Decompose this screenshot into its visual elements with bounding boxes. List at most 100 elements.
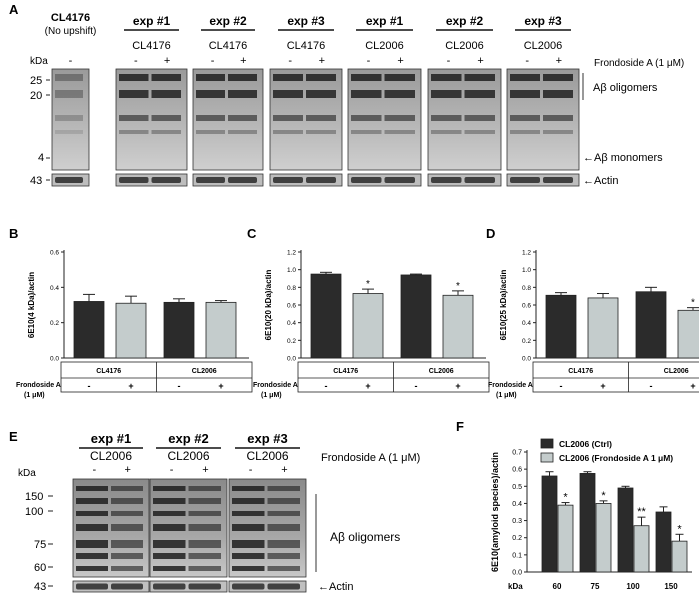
bar bbox=[671, 540, 688, 573]
treatment-sign: - bbox=[560, 381, 563, 391]
significance-star: * bbox=[366, 279, 370, 290]
band-25kda bbox=[464, 74, 495, 81]
panel-letter-c: C bbox=[247, 226, 257, 241]
band-low bbox=[55, 130, 83, 134]
significance-star: * bbox=[563, 492, 568, 504]
lane-strain-label: CL2006 bbox=[90, 449, 132, 463]
lane-sign-minus: - bbox=[249, 464, 253, 476]
oligomer-band bbox=[232, 540, 265, 548]
y-tick-label: 1.0 bbox=[522, 267, 531, 274]
lane-sign-plus: + bbox=[319, 55, 325, 67]
panel-b-chart: 6E10(4 kDa)/actin 0.0 0.2 0.4 0.6 CL4176 CL200… bbox=[16, 250, 253, 399]
oligomer-band bbox=[153, 566, 186, 571]
band-20kda bbox=[119, 90, 149, 98]
y-axis-label: 6E10(20 kDa)/actin bbox=[264, 270, 273, 341]
oligomer-band bbox=[111, 553, 143, 559]
oligomer-band bbox=[111, 511, 143, 516]
band-25kda bbox=[196, 74, 225, 81]
y-tick-label: 0.4 bbox=[512, 501, 522, 508]
band-mid bbox=[543, 115, 573, 121]
lane-strain-label: CL2006 bbox=[167, 449, 209, 463]
oligomer-band bbox=[153, 553, 186, 559]
treatment-sign: + bbox=[455, 381, 460, 391]
lane-sign-minus: - bbox=[288, 55, 292, 67]
band-mid bbox=[510, 115, 540, 121]
treatment-row-label: Frondoside A bbox=[16, 382, 61, 389]
lane-exp-label: exp #1 bbox=[366, 14, 404, 28]
treatment-sign: + bbox=[690, 381, 695, 391]
bar bbox=[595, 503, 612, 573]
group-label: CL4176 bbox=[568, 368, 593, 375]
band-20kda bbox=[151, 90, 181, 98]
bar bbox=[205, 301, 237, 359]
x-tick-label: 150 bbox=[664, 582, 678, 591]
y-tick-label: 0.2 bbox=[512, 535, 522, 542]
y-tick-label: 0.4 bbox=[522, 320, 531, 327]
bar bbox=[163, 301, 195, 359]
oligomer-band bbox=[267, 566, 300, 571]
lane-sign-plus: + bbox=[281, 464, 287, 476]
y-tick-label: 0.7 bbox=[512, 450, 522, 457]
bar bbox=[677, 309, 699, 359]
band-25kda bbox=[273, 74, 303, 81]
x-axis-unit: kDa bbox=[508, 582, 523, 591]
band-20kda bbox=[273, 90, 303, 98]
treatment-sign: - bbox=[325, 381, 328, 391]
lane-exp-label: exp #2 bbox=[209, 14, 247, 28]
treatment-sign: - bbox=[650, 381, 653, 391]
oligomer-band bbox=[111, 566, 143, 571]
treatment-row-label: (1 μM) bbox=[496, 392, 517, 399]
panel-letter-a: A bbox=[9, 2, 19, 17]
y-tick-label: 1.2 bbox=[287, 250, 296, 257]
y-tick-label: 0.1 bbox=[512, 552, 522, 559]
oligomer-band bbox=[111, 540, 143, 548]
band-low bbox=[464, 130, 495, 134]
oligomer-band bbox=[76, 553, 108, 559]
lane-exp-label: exp #1 bbox=[133, 14, 171, 28]
band-low bbox=[151, 130, 181, 134]
lane-sign-plus: + bbox=[125, 464, 131, 476]
treatment-sign: + bbox=[218, 381, 223, 391]
oligomer-band bbox=[76, 498, 108, 504]
oligomer-band bbox=[188, 566, 221, 571]
band-20kda bbox=[543, 90, 573, 98]
oligomer-band bbox=[188, 486, 221, 491]
lane-strain-label: CL2006 bbox=[365, 40, 404, 52]
band-mid bbox=[384, 115, 415, 121]
oligomer-band bbox=[267, 498, 300, 504]
y-tick-label: 0.2 bbox=[287, 338, 296, 345]
significance-star: * bbox=[677, 523, 682, 535]
panel-c-chart: 6E10(20 kDa)/actin 0.0 0.2 0.4 0.6 0.8 1.0 1.2 *… bbox=[253, 250, 490, 399]
oligomer-band bbox=[188, 540, 221, 548]
oligomer-band bbox=[232, 511, 265, 516]
oligomer-band bbox=[188, 511, 221, 516]
oligomer-band bbox=[267, 511, 300, 516]
significance-star: * bbox=[456, 281, 460, 292]
band-25kda bbox=[228, 74, 257, 81]
lane-exp-label: exp #3 bbox=[287, 14, 325, 28]
oligomer-band bbox=[267, 524, 300, 531]
significance-star: * bbox=[691, 298, 695, 309]
oligomer-band bbox=[153, 486, 186, 491]
band-mid bbox=[196, 115, 225, 121]
bar bbox=[635, 291, 667, 359]
lane-sign-plus: + bbox=[240, 55, 246, 67]
band-low bbox=[543, 130, 573, 134]
band-25kda bbox=[384, 74, 415, 81]
x-tick-label: 100 bbox=[626, 582, 640, 591]
x-tick-label: 60 bbox=[553, 582, 562, 591]
bar bbox=[617, 487, 634, 573]
band-mid bbox=[119, 115, 149, 121]
monomers-label: ←Aβ monomers bbox=[583, 152, 663, 164]
group-label: CL4176 bbox=[96, 368, 121, 375]
lane-sign-minus: - bbox=[134, 55, 138, 67]
lane-sign-minus: - bbox=[447, 55, 451, 67]
treatment-label: Frondoside A (1 μM) bbox=[594, 58, 684, 69]
legend-swatch bbox=[540, 452, 554, 463]
band-low bbox=[510, 130, 540, 134]
blot-membrane bbox=[51, 68, 90, 171]
marker-75: 75 bbox=[34, 539, 46, 551]
marker-4: 4 bbox=[38, 152, 44, 164]
treatment-row-label: (1 μM) bbox=[261, 392, 282, 399]
